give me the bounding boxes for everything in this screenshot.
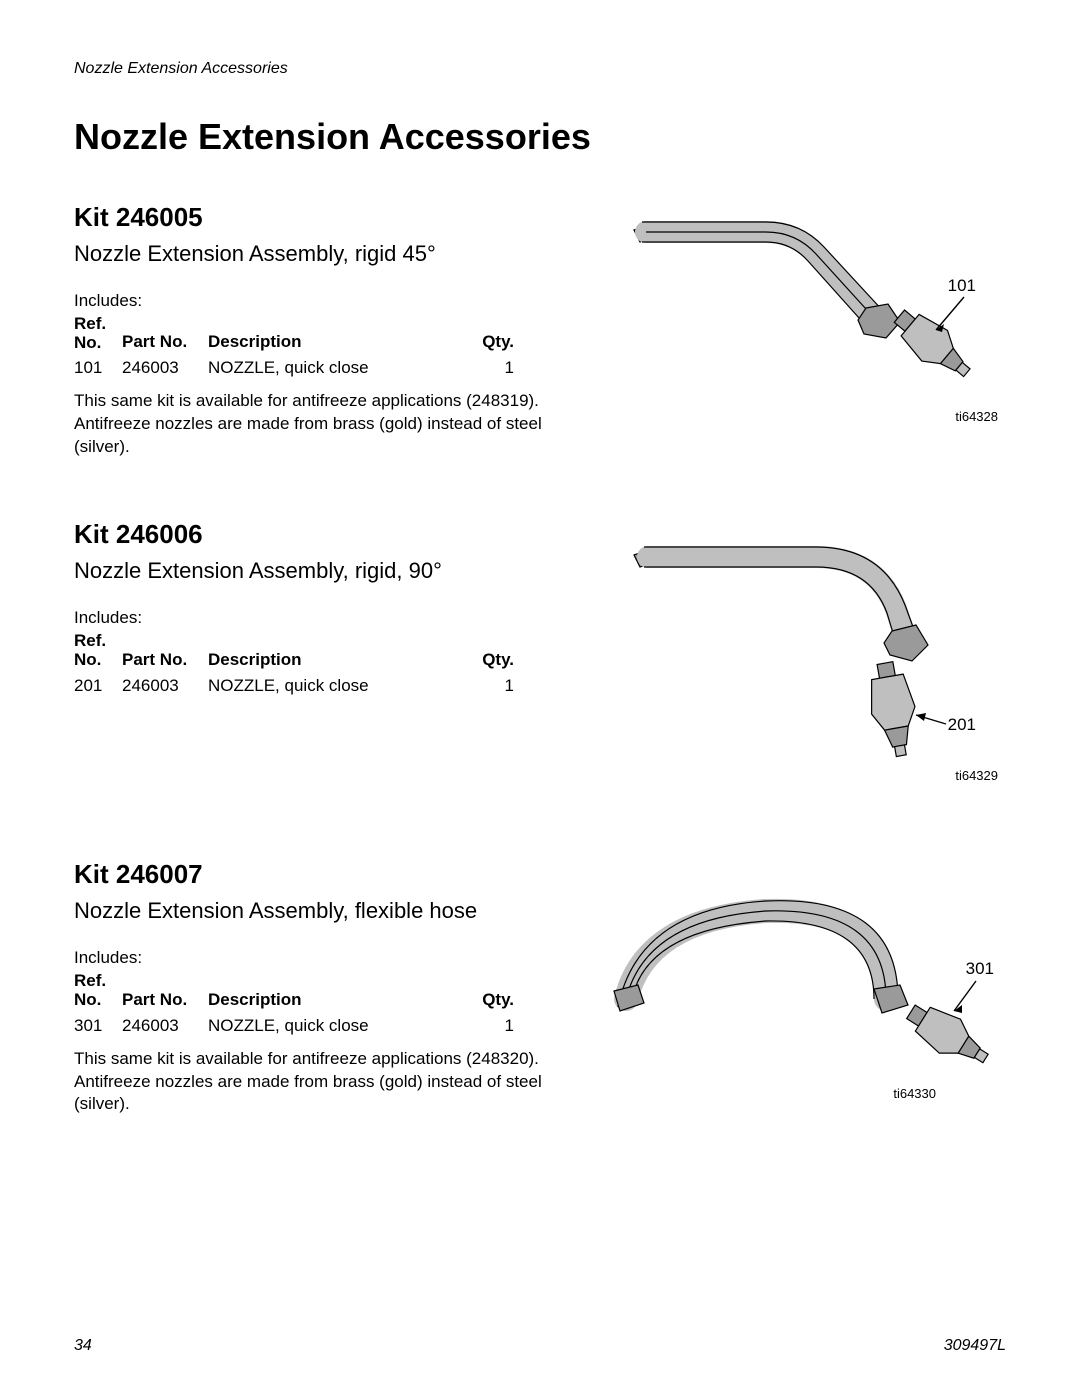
cell-desc: NOZZLE, quick close: [208, 674, 463, 698]
page-number: 34: [74, 1337, 92, 1355]
document-id: 309497L: [944, 1337, 1006, 1355]
col-ref: Ref.No.: [74, 972, 122, 1013]
cell-desc: NOZZLE, quick close: [208, 356, 463, 380]
kit-figure-1: 101 ti64328: [586, 212, 1006, 412]
col-description: Description: [208, 632, 463, 673]
cell-ref: 101: [74, 356, 122, 380]
col-qty: Qty.: [463, 632, 514, 673]
cell-partno: 246003: [122, 674, 208, 698]
cell-qty: 1: [463, 1014, 514, 1038]
kit-note: This same kit is available for antifreez…: [74, 390, 544, 459]
figure-callout: 301: [966, 959, 994, 979]
table-row: 301 246003 NOZZLE, quick close 1: [74, 1014, 514, 1038]
figure-id: ti64329: [955, 768, 998, 783]
figure-callout: 201: [948, 715, 976, 735]
parts-table: Ref.No. Part No. Description Qty. 301 24…: [74, 972, 514, 1037]
kit-section-1: Kit 246005 Nozzle Extension Assembly, ri…: [74, 202, 1006, 459]
col-qty: Qty.: [463, 315, 514, 356]
page-footer: 34 309497L: [74, 1337, 1006, 1355]
kit-note: This same kit is available for antifreez…: [74, 1048, 544, 1117]
col-partno: Part No.: [122, 315, 208, 356]
col-partno: Part No.: [122, 632, 208, 673]
cell-partno: 246003: [122, 356, 208, 380]
col-ref: Ref.No.: [74, 315, 122, 356]
col-description: Description: [208, 972, 463, 1013]
kit-section-2: Kit 246006 Nozzle Extension Assembly, ri…: [74, 519, 1006, 799]
running-header: Nozzle Extension Accessories: [74, 60, 1006, 78]
table-row: 201 246003 NOZZLE, quick close 1: [74, 674, 514, 698]
parts-table: Ref.No. Part No. Description Qty. 201 24…: [74, 632, 514, 697]
col-qty: Qty.: [463, 972, 514, 1013]
cell-qty: 1: [463, 356, 514, 380]
table-row: 101 246003 NOZZLE, quick close 1: [74, 356, 514, 380]
kit-figure-3: 301 ti64330: [586, 889, 1006, 1089]
col-ref: Ref.No.: [74, 632, 122, 673]
cell-qty: 1: [463, 674, 514, 698]
cell-desc: NOZZLE, quick close: [208, 1014, 463, 1038]
kit-title: Kit 246007: [74, 859, 1006, 890]
page-title: Nozzle Extension Accessories: [74, 116, 1006, 158]
figure-id: ti64330: [893, 1086, 936, 1101]
figure-id: ti64328: [955, 409, 998, 424]
kit-section-3: Kit 246007 Nozzle Extension Assembly, fl…: [74, 859, 1006, 1116]
parts-table: Ref.No. Part No. Description Qty. 101 24…: [74, 315, 514, 380]
cell-ref: 301: [74, 1014, 122, 1038]
cell-ref: 201: [74, 674, 122, 698]
cell-partno: 246003: [122, 1014, 208, 1038]
col-partno: Part No.: [122, 972, 208, 1013]
kit-figure-2: 201 ti64329: [586, 519, 1006, 779]
figure-callout: 101: [948, 276, 976, 296]
col-description: Description: [208, 315, 463, 356]
